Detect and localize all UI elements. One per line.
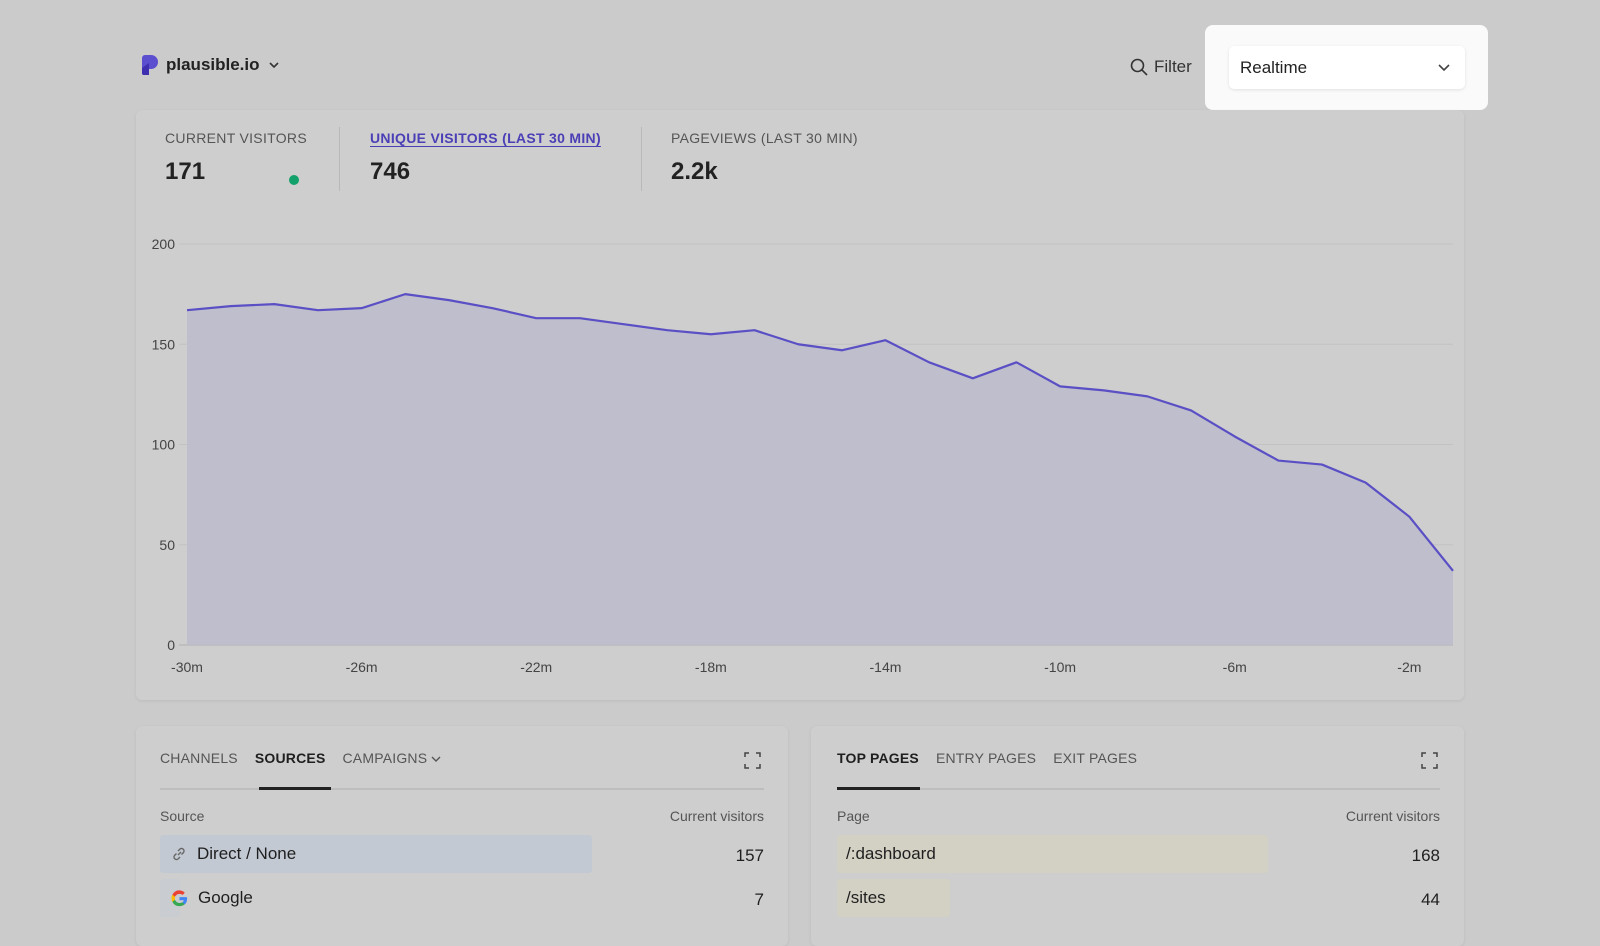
stat-label: PAGEVIEWS (LAST 30 MIN) [671,130,858,146]
y-tick-label: 100 [152,437,176,453]
source-name: Google [198,888,253,907]
column-header-page: Page [837,808,870,824]
period-select[interactable]: Realtime [1229,46,1465,89]
tab-campaigns[interactable]: CAMPAIGNS [342,750,441,766]
visitor-count: 157 [735,846,764,865]
x-tick-label: -2m [1397,659,1421,675]
divider [339,127,340,191]
stat-value: 746 [370,158,411,185]
filter-button[interactable]: Filter [1130,57,1192,77]
link-icon [173,847,185,861]
plausible-logo [142,55,158,75]
search-icon [1130,58,1148,76]
x-tick-label: -14m [870,659,902,675]
site-switcher[interactable]: plausible.io [142,55,280,75]
bar [160,879,180,917]
expand-icon[interactable] [1421,752,1438,769]
stat-current-visitors[interactable]: CURRENT VISITORS 171 [165,130,307,186]
y-tick-label: 200 [152,236,176,252]
sources-panel: CHANNELS SOURCES CAMPAIGNS Source Curren… [136,726,788,946]
column-header-visitors: Current visitors [669,808,764,824]
visitor-count: 7 [754,890,764,909]
series-line [186,293,1454,572]
x-tick-label: -30m [171,659,203,675]
y-tick-label: 0 [167,637,175,653]
chevron-down-icon [268,62,279,69]
chevron-down-icon [431,756,441,762]
stat-label: UNIQUE VISITORS (LAST 30 MIN) [370,130,601,146]
tab-divider [160,788,764,790]
page-name: /sites [846,888,886,907]
list-item[interactable]: Google [170,879,253,917]
bar [837,835,1268,873]
y-tick-label: 150 [152,336,176,352]
tab-exit-pages[interactable]: EXIT PAGES [1053,750,1138,766]
chevron-down-icon [1438,64,1450,72]
divider [641,127,642,191]
filter-label: Filter [1154,57,1192,76]
google-icon [171,889,188,906]
y-tick-label: 50 [159,537,175,553]
x-tick-label: -6m [1223,659,1247,675]
tab-channels[interactable]: CHANNELS [160,750,238,766]
tab-label: CAMPAIGNS [342,750,428,766]
x-tick-label: -18m [695,659,727,675]
x-tick-label: -10m [1044,659,1076,675]
source-name: Direct / None [197,844,297,863]
visitor-count: 44 [1421,890,1440,909]
visitors-chart[interactable]: 0 50 100 150 200 -30m -26m -22m -18m -14m -10m -6m -… [136,110,1464,700]
x-tick-label: -26m [346,659,378,675]
expand-icon[interactable] [744,752,761,769]
period-value: Realtime [1240,57,1308,77]
page-name: /:dashboard [846,844,936,863]
tab-divider [837,788,1440,790]
stat-pageviews[interactable]: PAGEVIEWS (LAST 30 MIN) 2.2k [671,130,858,186]
active-tab-underline [259,787,331,790]
stat-label: CURRENT VISITORS [165,130,307,146]
pages-panel: TOP PAGES ENTRY PAGES EXIT PAGES Page Cu… [811,726,1464,946]
stat-value: 171 [165,158,206,185]
bar [837,879,950,917]
list-item[interactable]: /sites [846,879,886,917]
stat-value: 2.2k [671,158,718,185]
site-name: plausible.io [166,55,260,74]
list-item[interactable]: /:dashboard [846,835,936,873]
column-header-source: Source [160,808,205,824]
tab-entry-pages[interactable]: ENTRY PAGES [935,750,1037,766]
main-graph-card: CURRENT VISITORS 171 UNIQUE VISITORS (LA… [136,110,1464,700]
list-item[interactable]: Direct / None [170,835,296,873]
tab-sources[interactable]: SOURCES [254,750,326,766]
area-fill [187,294,1453,645]
visitor-count: 168 [1411,846,1440,865]
x-tick-label: -22m [520,659,552,675]
bar [160,835,592,873]
tab-top-pages[interactable]: TOP PAGES [837,750,919,766]
stat-unique-visitors[interactable]: UNIQUE VISITORS (LAST 30 MIN) 746 [370,130,601,186]
column-header-visitors: Current visitors [1345,808,1440,824]
live-indicator [289,175,299,185]
active-tab-underline [837,787,920,790]
